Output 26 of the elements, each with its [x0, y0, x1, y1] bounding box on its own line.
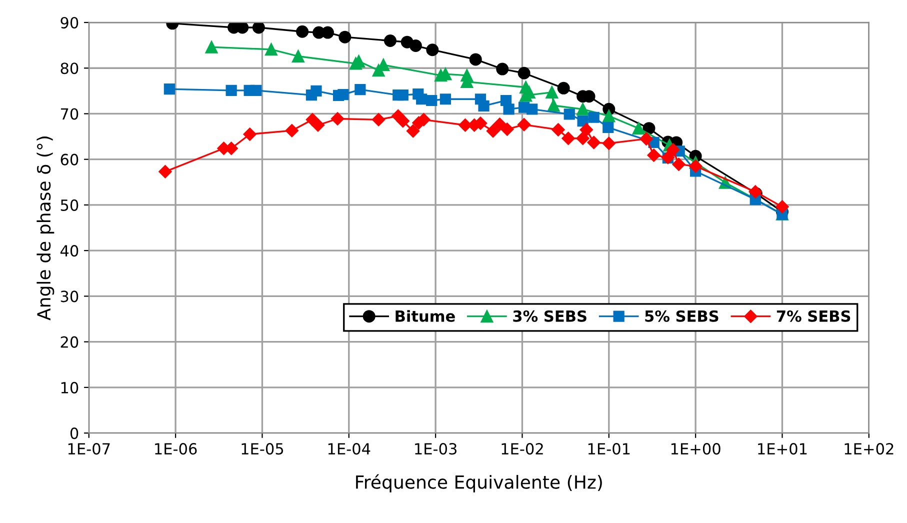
x-tick-label: 1E+01: [758, 443, 807, 455]
x-axis-title: Fréquence Equivalente (Hz): [356, 474, 602, 492]
legend-label: Bitume: [396, 310, 455, 322]
x-tick-label: 1E-03: [415, 443, 456, 455]
y-tick-label: 10: [61, 382, 78, 394]
x-tick-label: 1E-05: [242, 443, 284, 455]
legend-label: 5% SEBS: [645, 310, 718, 322]
y-axis-title: Angle de phase δ (°): [36, 136, 54, 320]
x-tick-label: 1E+00: [671, 443, 720, 455]
x-tick-label: 1E-01: [588, 443, 630, 455]
legend-label: 3% SEBS: [513, 310, 586, 322]
y-tick-label: 70: [60, 108, 78, 120]
y-tick-label: 0: [70, 428, 78, 440]
x-tick-label: 1E-07: [68, 443, 110, 455]
y-tick-label: 30: [60, 290, 78, 302]
y-tick-label: 80: [60, 62, 78, 74]
legend-label: 7% SEBS: [776, 310, 850, 322]
y-tick-label: 20: [60, 336, 78, 348]
y-tick-label: 90: [60, 16, 78, 29]
x-tick-label: 1E-04: [328, 443, 370, 455]
x-tick-label: 1E+02: [844, 443, 894, 455]
y-tick-label: 60: [60, 154, 78, 166]
x-tick-label: 1E-06: [155, 443, 197, 455]
y-tick-label: 50: [60, 199, 78, 211]
y-tick-label: 40: [60, 245, 78, 257]
x-tick-label: 1E-02: [502, 443, 543, 455]
